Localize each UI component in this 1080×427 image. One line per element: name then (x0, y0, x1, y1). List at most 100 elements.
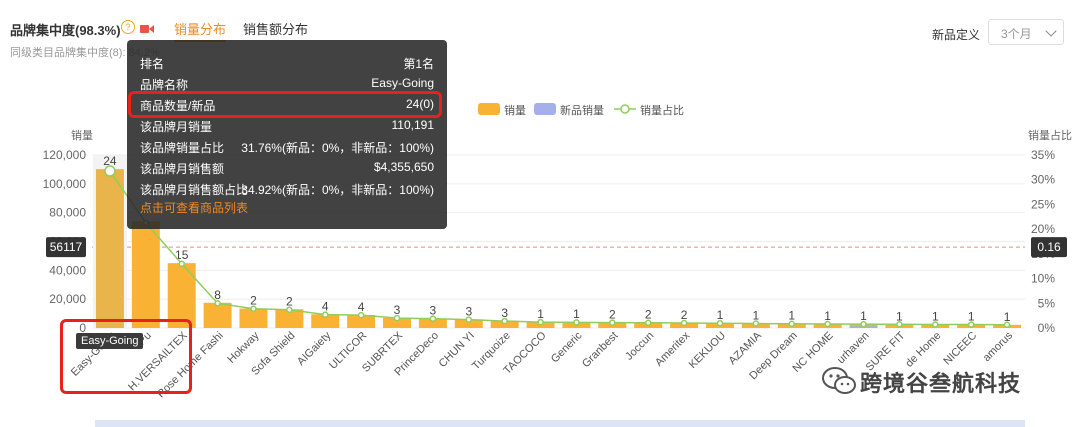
y-tick-label: 40,000 (49, 263, 86, 277)
bar-count-label: 1 (717, 308, 724, 322)
share-point (178, 260, 185, 267)
video-camera-icon[interactable] (140, 24, 154, 34)
legend-label-sales: 销量 (504, 105, 526, 117)
ref-value-badge (46, 237, 86, 258)
wechat-logo-icon (822, 367, 856, 394)
tooltip-key: 商品数量/新品 (140, 99, 216, 113)
bar-sales (131, 221, 160, 328)
tooltip-value: Easy-Going (371, 76, 434, 90)
new-product-period-select[interactable]: 3个月 (988, 19, 1064, 45)
tooltip-key: 该品牌月销量 (140, 120, 213, 134)
x-tick-label: Hokway (225, 329, 262, 366)
bar-count-label: 1 (573, 307, 580, 321)
tooltip-row-sales-share: 该品牌销量占比 31.76%(新品：0%，非新品：100%) (140, 139, 434, 157)
share-point (932, 321, 939, 328)
y2-tick-label: 5% (1038, 296, 1056, 310)
share-point (716, 320, 724, 327)
bar-sales (490, 320, 519, 328)
share-point (609, 319, 616, 326)
highlight-box-product-count (128, 91, 442, 118)
y2-axis-title: 销量占比 (1028, 128, 1072, 142)
y2-tick-label: 35% (1031, 148, 1055, 162)
bar-count-label: 15 (175, 248, 189, 262)
bar-count-label: 1 (1004, 310, 1011, 324)
y-tick-label: 100,000 (43, 177, 87, 191)
share-point (104, 165, 116, 177)
share-point (501, 317, 508, 325)
tooltip-key: 排名 (140, 57, 165, 71)
bar-count-label: 3 (394, 303, 401, 317)
tooltip-key: 该品牌月销售额 (140, 162, 225, 176)
share-point (1003, 321, 1011, 329)
bottom-panel-strip (95, 420, 1025, 427)
bar-sales (239, 308, 268, 328)
tooltip-view-products-link[interactable]: 点击可查看商品列表 (140, 201, 249, 215)
watermark-text: 跨境谷叁航科技 (860, 371, 1022, 396)
y-axis-title: 销量 (71, 128, 93, 142)
bar-count-label: 2 (286, 294, 293, 308)
share-point (788, 320, 795, 328)
highlight-box-brand-label (60, 319, 192, 394)
tooltip-row-rank: 排名 第1名 (140, 55, 434, 73)
bar-count-label: 1 (896, 309, 903, 323)
bar-count-label: 24 (103, 154, 117, 168)
tooltip-row-brand: 品牌名称 Easy-Going (140, 76, 434, 94)
tooltip-value: 31.76%(新品：0%，非新品：100%) (241, 141, 434, 155)
brand-concentration-title: 品牌集中度(98.3%) (10, 23, 121, 38)
share-point (214, 300, 221, 307)
share-point (286, 306, 293, 313)
share-point (465, 316, 473, 323)
tooltip-row-count: 商品数量/新品 24(0) (140, 97, 434, 115)
tooltip-value: 第1名 (403, 57, 434, 71)
y2-tick-label: 10% (1031, 272, 1055, 286)
y2-tick-label: 0% (1038, 321, 1056, 335)
share-point (644, 319, 652, 327)
share-point (860, 320, 867, 328)
bar-count-label: 4 (358, 300, 365, 314)
share-point (429, 315, 437, 322)
legend-label-share: 销量占比 (640, 105, 684, 117)
bar-count-label: 1 (753, 309, 760, 323)
bar-count-label: 1 (932, 309, 939, 323)
share-line (109, 170, 1008, 326)
tooltip-key: 品牌名称 (140, 78, 189, 92)
tooltip-row-revenue: 该品牌月销售额 $4,355,650 (140, 160, 434, 178)
tooltip-value: 24(0) (405, 97, 434, 111)
share-point (752, 320, 760, 327)
tooltip-key: 该品牌销量占比 (140, 141, 225, 155)
ref-share-badge (1031, 237, 1067, 258)
y-tick-label: 0 (79, 321, 86, 335)
bar-sales (203, 302, 232, 328)
tab-sales-amount[interactable]: 销售额分布 (243, 22, 309, 37)
share-point (250, 305, 257, 312)
bar-count-label: 1 (537, 307, 544, 321)
y2-tick-label: 30% (1031, 173, 1055, 187)
select-value: 3个月 (1001, 27, 1032, 41)
bar-count-label: 1 (968, 310, 975, 324)
bar-count-label: 3 (465, 304, 472, 318)
x-tick-label: NICEEC (941, 330, 979, 368)
share-point (573, 319, 580, 326)
brand-tooltip: 排名 第1名 品牌名称 Easy-Going 商品数量/新品 24(0) 该品牌… (127, 40, 447, 229)
hovered-brand-label: Easy-Going (76, 333, 144, 349)
bar-sales (383, 317, 412, 328)
bar-count-label: 8 (214, 288, 221, 302)
legend-label-new-sales: 新品销量 (560, 105, 604, 117)
bar-sales (311, 314, 340, 328)
bar-sales (275, 309, 304, 328)
bar-count-label: 3 (501, 306, 508, 320)
tooltip-value: 34.92%(新品：0%，非新品：100%) (241, 183, 434, 197)
share-point (967, 321, 975, 328)
bar-sales (418, 318, 447, 328)
legend-swatch-new-sales (534, 103, 556, 115)
legend-line-icon (614, 104, 636, 114)
x-tick-label: KEKUOU (687, 330, 728, 371)
tooltip-row-revenue-share: 该品牌月销售额占比 34.92%(新品：0%，非新品：100%) (140, 181, 434, 199)
new-product-definition-label: 新品定义 (932, 28, 981, 42)
bar-count-label: 3 (430, 304, 437, 318)
x-tick-label: Joccun (623, 330, 656, 363)
bar-sales (347, 315, 376, 328)
bar-count-label: 2 (645, 308, 652, 322)
question-circle-icon[interactable]: ? (121, 20, 135, 34)
legend-swatch-sales (478, 103, 500, 115)
